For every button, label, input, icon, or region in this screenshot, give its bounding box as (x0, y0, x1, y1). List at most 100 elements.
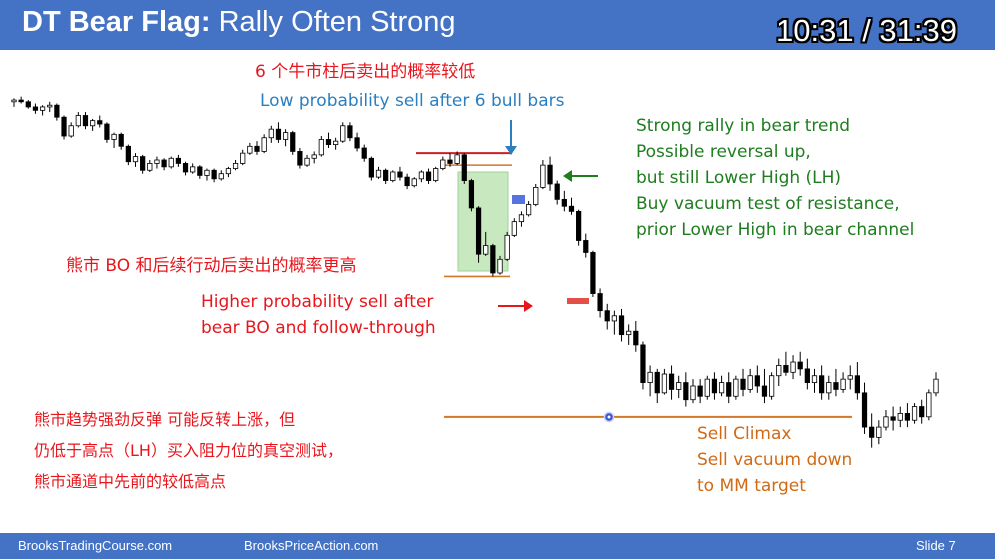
bear-candle (761, 385, 768, 397)
bear-candle (475, 207, 482, 255)
bull-candle (282, 132, 289, 140)
bull-candle (525, 204, 532, 216)
bear-candle (754, 375, 760, 387)
bull-candle (540, 164, 546, 188)
bull-candle (247, 145, 253, 154)
bull-candle (811, 375, 818, 383)
annotation-right-block: Strong rally in bear trend Possible reve… (636, 113, 914, 243)
bull-candle (611, 315, 617, 322)
bull-candle (747, 375, 753, 390)
annotation-sell-line-2: Sell vacuum down (697, 450, 853, 470)
bull-candle (840, 378, 846, 390)
bull-candle (39, 106, 46, 111)
annotation-right-line-3: but still Lower High (LH) (636, 168, 842, 188)
annotation-bottom-cn-block: 熊市趋势强劲反弹 可能反转上涨，但 仍低于高点（LH）买入阻力位的真空测试， 熊… (34, 404, 343, 497)
bull-candle (533, 186, 539, 205)
bull-candle (483, 245, 489, 255)
bull-candle (883, 416, 889, 428)
bear-candle (740, 378, 746, 390)
bull-candle (225, 168, 232, 175)
annotation-top-en: Low probability sell after 6 bull bars (260, 91, 565, 111)
bear-candle (54, 104, 60, 118)
footer-bar: BrooksTradingCourse.com BrooksPriceActio… (0, 533, 995, 559)
high-probability-entry-marker (567, 298, 589, 304)
bull-candle (390, 171, 396, 181)
bull-candle (661, 373, 668, 394)
bull-candle (168, 157, 174, 168)
bear-candle (640, 344, 646, 383)
bear-candle (425, 171, 432, 181)
bull-candle (47, 104, 53, 108)
bear-candle (82, 115, 89, 127)
bear-candle (697, 385, 703, 397)
bear-candle (726, 382, 732, 397)
bull-candle (433, 168, 439, 181)
bull-candle (690, 385, 696, 401)
arrows (498, 120, 598, 312)
bear-candle (182, 163, 189, 173)
bear-candle (919, 406, 925, 418)
bear-candle (97, 120, 103, 125)
bear-candle (361, 147, 367, 159)
bear-candle (633, 330, 639, 346)
bear-candle (654, 371, 660, 394)
bull-candle (111, 133, 117, 140)
bull-candle (626, 330, 632, 336)
bull-candle (911, 406, 918, 421)
bear-candle (783, 365, 789, 373)
bull-candle (311, 154, 317, 159)
bear-candle (490, 245, 496, 274)
bull-candle (240, 152, 246, 164)
bull-candle (261, 137, 267, 152)
bull-candle (926, 392, 932, 418)
bear-candle (140, 156, 146, 171)
bear-candle (447, 159, 453, 164)
bear-candle (125, 145, 131, 163)
bear-candle (590, 252, 596, 294)
bull-candle (418, 171, 425, 180)
bear-candle (161, 159, 167, 168)
annotation-bottom-cn-line-3: 熊市通道中先前的较低高点 (34, 472, 227, 491)
entry-markers (512, 195, 589, 304)
bull-candle (790, 361, 796, 373)
bear-candle (297, 151, 303, 166)
bull-candle (11, 99, 17, 103)
footer-link-trading-course[interactable]: BrooksTradingCourse.com (18, 538, 173, 553)
footer-link-price-action[interactable]: BrooksPriceAction.com (244, 538, 379, 553)
bull-candle (68, 125, 74, 137)
right-arrow-head (524, 300, 533, 312)
bull-candle (75, 115, 81, 127)
bull-candle (411, 178, 417, 187)
bear-candle (404, 176, 410, 187)
annotation-sell-line-3: to MM target (697, 476, 806, 496)
slide-number: Slide 7 (916, 538, 956, 553)
bear-candle (583, 240, 589, 253)
bear-candle (819, 375, 825, 394)
annotation-mid-cn: 熊市 BO 和后续行动后卖出的概率更高 (66, 256, 357, 276)
bull-candle (375, 169, 382, 178)
rally-highlight-box (457, 171, 509, 272)
bull-candle (733, 378, 739, 397)
annotation-mid-en-block: Higher probability sell after bear BO an… (201, 289, 436, 341)
bull-candle (704, 378, 710, 397)
bear-candle (561, 198, 567, 207)
bear-candle (804, 368, 810, 383)
bear-candle (904, 412, 911, 421)
bear-candle (211, 169, 217, 180)
bull-candle (768, 375, 775, 397)
bull-candle (218, 173, 224, 180)
bear-candle (576, 210, 582, 241)
bear-candle (797, 361, 803, 370)
bear-candle (597, 293, 603, 312)
bear-candle (290, 132, 296, 152)
annotation-mid-en-line-2: bear BO and follow-through (201, 318, 436, 338)
bull-candle (440, 159, 446, 169)
bear-candle (347, 125, 353, 139)
bull-candle (454, 154, 460, 164)
bull-candle (826, 382, 832, 394)
annotation-sell-line-1: Sell Climax (697, 424, 792, 444)
bear-candle (554, 183, 560, 200)
slide-title-bold: DT Bear Flag: (22, 6, 211, 38)
bear-candle (833, 382, 839, 390)
